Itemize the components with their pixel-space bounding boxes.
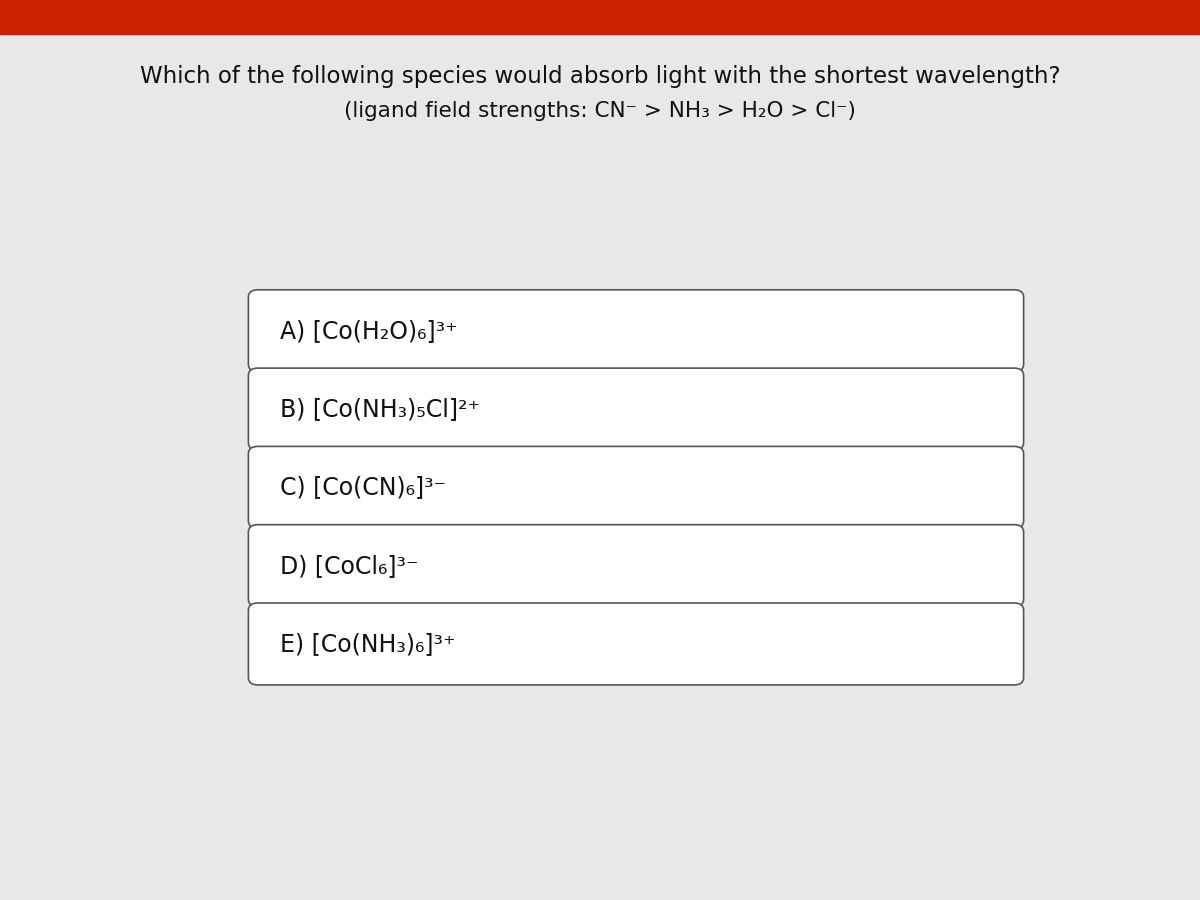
Text: D) [CoCl₆]³⁻: D) [CoCl₆]³⁻ <box>280 554 418 578</box>
Text: A) [Co(H₂O)₆]³⁺: A) [Co(H₂O)₆]³⁺ <box>280 319 457 343</box>
Text: B) [Co(NH₃)₅Cl]²⁺: B) [Co(NH₃)₅Cl]²⁺ <box>280 397 480 421</box>
Text: E) [Co(NH₃)₆]³⁺: E) [Co(NH₃)₆]³⁺ <box>280 632 455 656</box>
FancyBboxPatch shape <box>248 446 1024 528</box>
Text: C) [Co(CN)₆]³⁻: C) [Co(CN)₆]³⁻ <box>280 475 445 500</box>
Bar <box>0 0 1200 34</box>
FancyBboxPatch shape <box>248 525 1024 607</box>
Text: (ligand field strengths: CN⁻ > NH₃ > H₂O > Cl⁻): (ligand field strengths: CN⁻ > NH₃ > H₂O… <box>344 101 856 121</box>
Text: Which of the following species would absorb light with the shortest wavelength?: Which of the following species would abs… <box>139 65 1061 88</box>
FancyBboxPatch shape <box>248 368 1024 450</box>
FancyBboxPatch shape <box>248 603 1024 685</box>
FancyBboxPatch shape <box>248 290 1024 372</box>
